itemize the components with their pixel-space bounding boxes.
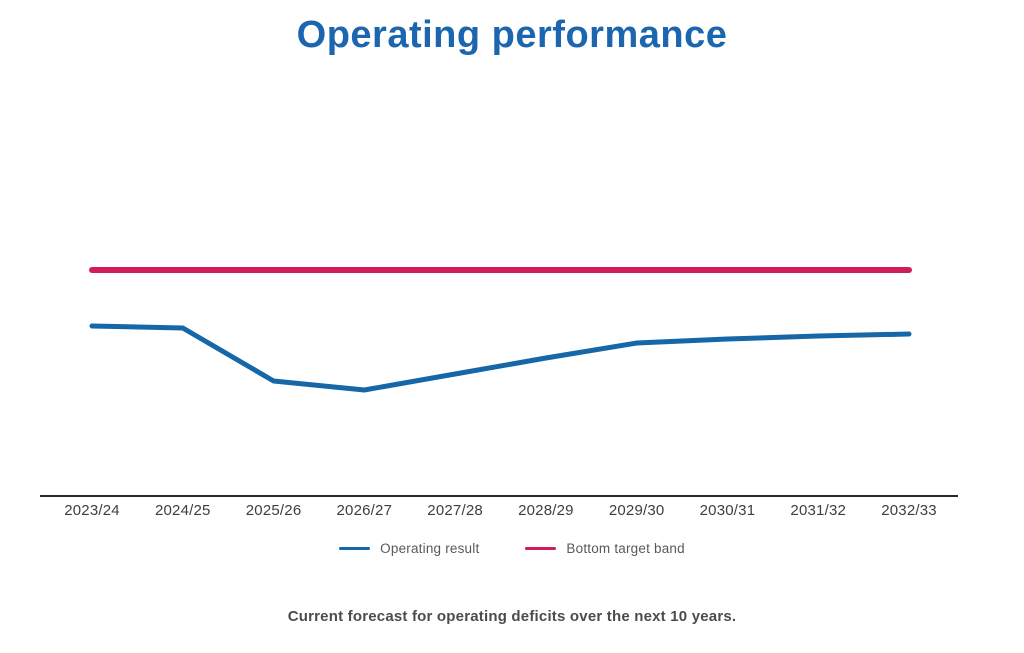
x-axis-label: 2030/31 (699, 502, 756, 519)
legend-item-bottom-target-band: Bottom target band (525, 541, 685, 556)
legend: Operating result Bottom target band (0, 541, 1024, 556)
bottom-target-band-line-swatch (525, 547, 557, 550)
x-axis-label: 2032/33 (881, 502, 937, 519)
legend-label-bottom-target-band: Bottom target band (566, 541, 685, 556)
x-axis-label: 2031/32 (790, 502, 847, 519)
chart-title: Operating performance (296, 14, 728, 56)
legend-label-operating-result: Operating result (380, 541, 480, 556)
x-axis-label: 2026/27 (336, 502, 393, 519)
operating-result-line (89, 323, 912, 393)
legend-item-operating-result: Operating result (339, 541, 479, 556)
x-axis-label: 2024/25 (154, 502, 211, 519)
chart-series-group (89, 267, 912, 393)
x-axis-label: 2023/24 (64, 502, 120, 519)
chart-caption: Current forecast for operating deficits … (287, 608, 737, 625)
x-axis-label: 2029/30 (608, 502, 665, 519)
x-axis-label: 2025/26 (245, 502, 302, 519)
x-axis-label: 2027/28 (427, 502, 483, 519)
operating-result-line-swatch (339, 547, 371, 550)
x-axis-label: 2028/29 (518, 502, 574, 519)
